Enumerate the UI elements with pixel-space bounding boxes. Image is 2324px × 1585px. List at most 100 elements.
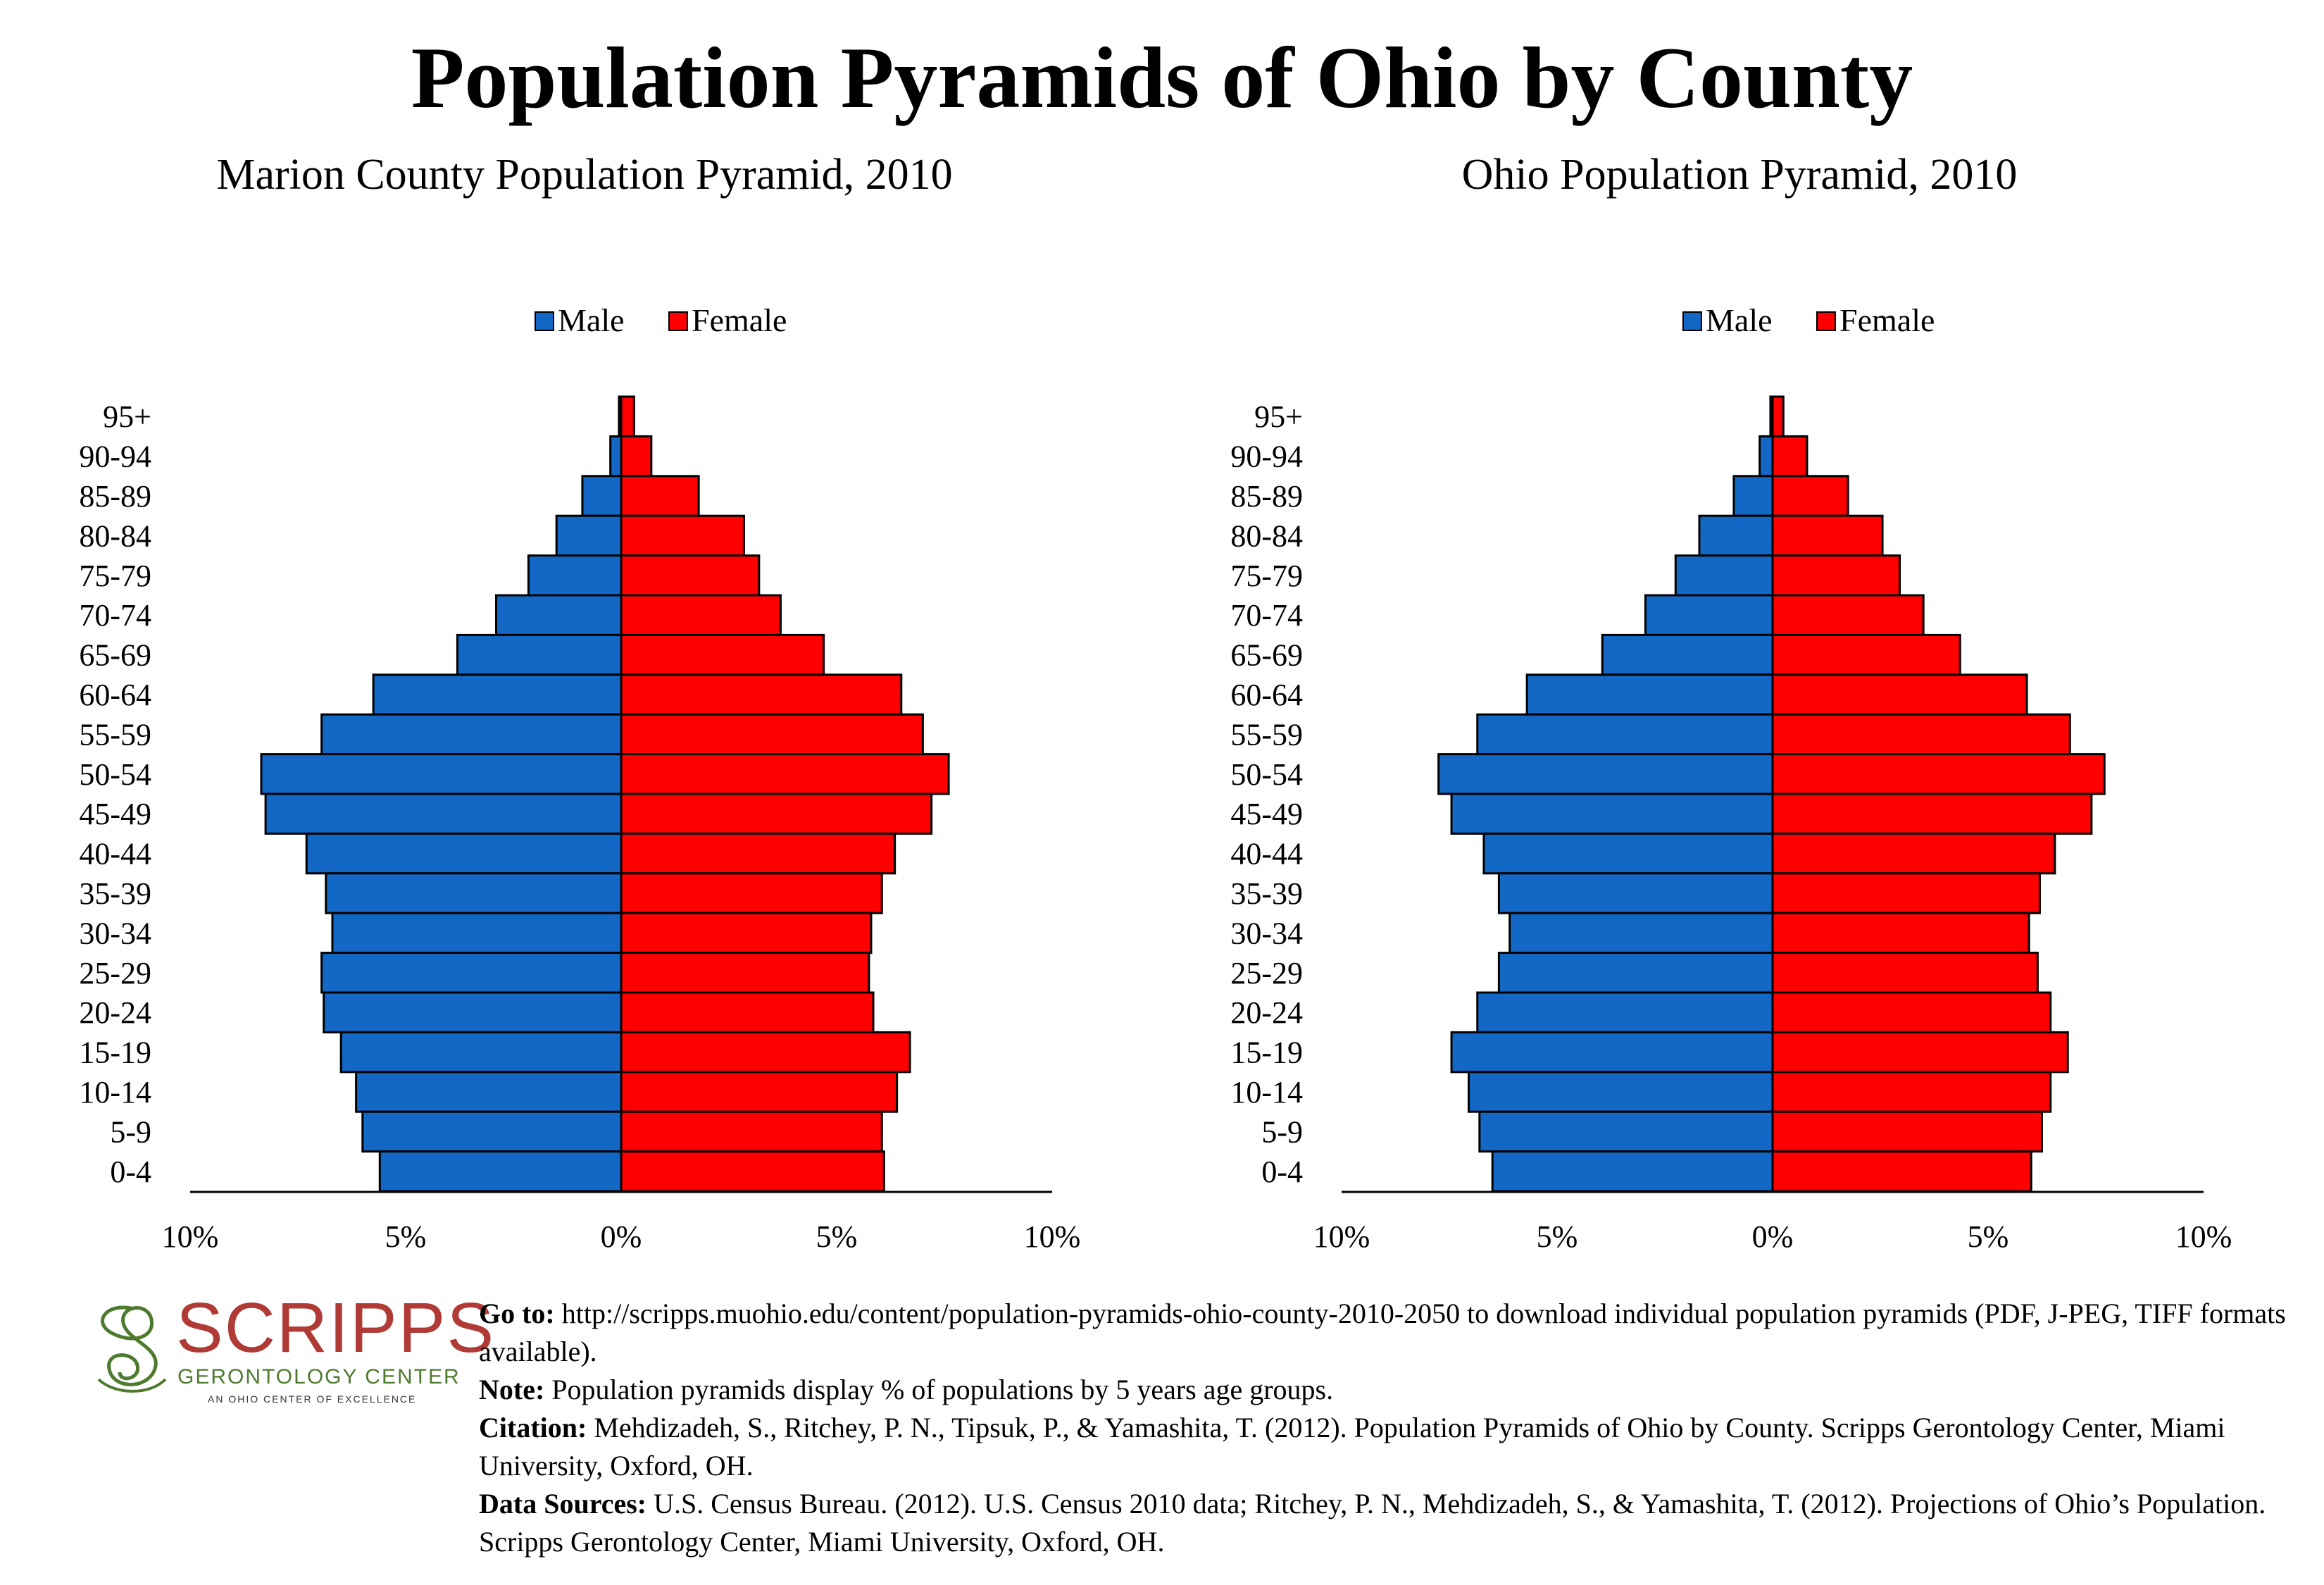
bar-male-10-14 bbox=[1468, 1071, 1774, 1113]
bar-female-45-49 bbox=[1771, 792, 2093, 835]
bar-female-25-29 bbox=[620, 952, 870, 994]
age-label: 85-89 bbox=[1230, 479, 1303, 514]
age-label: 65-69 bbox=[79, 638, 151, 673]
bar-male-60-64 bbox=[1525, 673, 1774, 716]
bar-male-45-49 bbox=[1450, 792, 1774, 835]
bar-female-80-84 bbox=[1771, 514, 1884, 557]
age-label: 85-89 bbox=[79, 479, 151, 514]
bar-female-30-34 bbox=[1771, 912, 2030, 955]
bar-male-80-84 bbox=[555, 514, 623, 557]
bar-female-95+ bbox=[620, 395, 635, 437]
bar-female-65-69 bbox=[1771, 633, 1961, 676]
bar-male-10-14 bbox=[355, 1071, 623, 1113]
bar-male-15-19 bbox=[339, 1031, 623, 1074]
bar-male-30-34 bbox=[1508, 912, 1774, 955]
x-tick-label: 10% bbox=[162, 1219, 219, 1254]
legend-label-female: Female bbox=[1839, 302, 1935, 338]
age-label: 50-54 bbox=[1230, 757, 1303, 792]
age-label: 20-24 bbox=[1230, 995, 1303, 1030]
legend-label-male: Male bbox=[1706, 302, 1773, 338]
x-tick-label: 10% bbox=[2175, 1219, 2232, 1254]
bar-female-35-39 bbox=[1771, 872, 2041, 914]
bar-female-60-64 bbox=[1771, 673, 2028, 716]
bar-female-90-94 bbox=[1771, 435, 1808, 478]
age-label: 45-49 bbox=[1230, 797, 1303, 831]
bar-female-55-59 bbox=[1771, 713, 2071, 756]
x-tick-label: 10% bbox=[1024, 1219, 1081, 1254]
bar-female-85-89 bbox=[1771, 475, 1849, 517]
pyramid-charts: Marion County Population Pyramid, 2010 Ma… bbox=[79, 151, 2232, 1254]
age-label: 0-4 bbox=[110, 1155, 151, 1189]
bar-female-85-89 bbox=[620, 475, 700, 517]
bar-female-10-14 bbox=[620, 1071, 899, 1113]
age-label: 90-94 bbox=[79, 440, 151, 474]
bar-male-20-24 bbox=[323, 991, 623, 1033]
bar-male-40-44 bbox=[305, 832, 623, 875]
bar-female-75-79 bbox=[620, 554, 761, 597]
legend-swatch-female bbox=[1816, 311, 1836, 331]
bar-male-85-89 bbox=[581, 475, 623, 517]
logo-tagline: AN OHIO CENTER OF EXCELLENCE bbox=[208, 1393, 417, 1405]
bar-male-50-54 bbox=[260, 753, 623, 795]
bar-female-60-64 bbox=[620, 673, 903, 716]
bar-male-0-4 bbox=[1491, 1150, 1774, 1193]
bar-male-90-94 bbox=[609, 435, 623, 478]
bar-male-70-74 bbox=[1644, 594, 1774, 636]
age-label: 0-4 bbox=[1261, 1155, 1303, 1189]
age-label: 25-29 bbox=[79, 956, 151, 990]
pyramid-chart-1: Marion County Population Pyramid, 2010 Ma… bbox=[79, 151, 1080, 1254]
age-label: 30-34 bbox=[1230, 916, 1303, 950]
age-label: 70-74 bbox=[79, 598, 151, 633]
x-tick-label: 5% bbox=[1968, 1219, 2009, 1254]
bar-female-20-24 bbox=[1771, 991, 2052, 1033]
age-label: 5-9 bbox=[1261, 1114, 1303, 1149]
bar-female-25-29 bbox=[1771, 952, 2039, 994]
bar-female-40-44 bbox=[1771, 832, 2056, 875]
bar-male-90-94 bbox=[1758, 435, 1774, 478]
age-label: 65-69 bbox=[1230, 638, 1303, 673]
age-label: 15-19 bbox=[79, 1036, 151, 1070]
bar-male-50-54 bbox=[1437, 753, 1774, 795]
bar-male-25-29 bbox=[320, 952, 623, 994]
bar-female-90-94 bbox=[620, 435, 653, 478]
x-tick-label: 0% bbox=[1752, 1219, 1794, 1254]
bar-male-35-39 bbox=[1497, 872, 1774, 914]
bar-female-75-79 bbox=[1771, 554, 1901, 597]
chart-legend: Male Female bbox=[1682, 302, 1935, 338]
bar-female-70-74 bbox=[620, 594, 782, 636]
bar-male-85-89 bbox=[1732, 475, 1774, 517]
bar-male-40-44 bbox=[1482, 832, 1774, 875]
age-label: 70-74 bbox=[1230, 598, 1303, 633]
scripps-logo: SCRIPPS GERONTOLOGY CENTER AN OHIO CENTE… bbox=[85, 1289, 494, 1409]
legend-swatch-male bbox=[535, 311, 554, 331]
bar-male-15-19 bbox=[1450, 1031, 1774, 1074]
bar-male-20-24 bbox=[1476, 991, 1774, 1033]
logo-subtitle: GERONTOLOGY CENTER bbox=[177, 1365, 461, 1388]
age-label: 35-39 bbox=[79, 876, 151, 911]
x-tick-label: 5% bbox=[816, 1219, 858, 1254]
logo-wordmark: SCRIPPS bbox=[176, 1288, 496, 1367]
age-label: 25-29 bbox=[1230, 956, 1303, 990]
bar-female-5-9 bbox=[620, 1110, 883, 1153]
x-tick-label: 5% bbox=[1537, 1219, 1578, 1254]
footer-goto: Go to: http://scripps.muohio.edu/content… bbox=[479, 1298, 2286, 1367]
chart-legend: Male Female bbox=[535, 302, 787, 338]
bar-male-75-79 bbox=[527, 554, 623, 597]
age-label: 55-59 bbox=[79, 717, 151, 752]
bar-male-75-79 bbox=[1674, 554, 1774, 597]
chart-title: Ohio Population Pyramid, 2010 bbox=[1462, 151, 2018, 199]
age-label: 75-79 bbox=[1230, 559, 1303, 593]
bar-female-15-19 bbox=[620, 1031, 911, 1074]
bar-male-5-9 bbox=[1478, 1110, 1774, 1153]
footer-sources: Data Sources: U.S. Census Bureau. (2012)… bbox=[479, 1488, 2266, 1558]
age-label: 10-14 bbox=[1230, 1075, 1303, 1110]
bar-female-70-74 bbox=[1771, 594, 1925, 636]
bar-male-60-64 bbox=[372, 673, 623, 716]
logo-swirl-icon bbox=[97, 1305, 167, 1393]
footer-note: Note: Population pyramids display % of p… bbox=[479, 1374, 1334, 1405]
age-label: 5-9 bbox=[110, 1114, 151, 1149]
age-label: 15-19 bbox=[1230, 1036, 1303, 1070]
footer-notes: Go to: http://scripps.muohio.edu/content… bbox=[479, 1295, 2310, 1561]
page-title: Population Pyramids of Ohio by County bbox=[411, 30, 1913, 126]
bar-male-65-69 bbox=[456, 633, 623, 676]
